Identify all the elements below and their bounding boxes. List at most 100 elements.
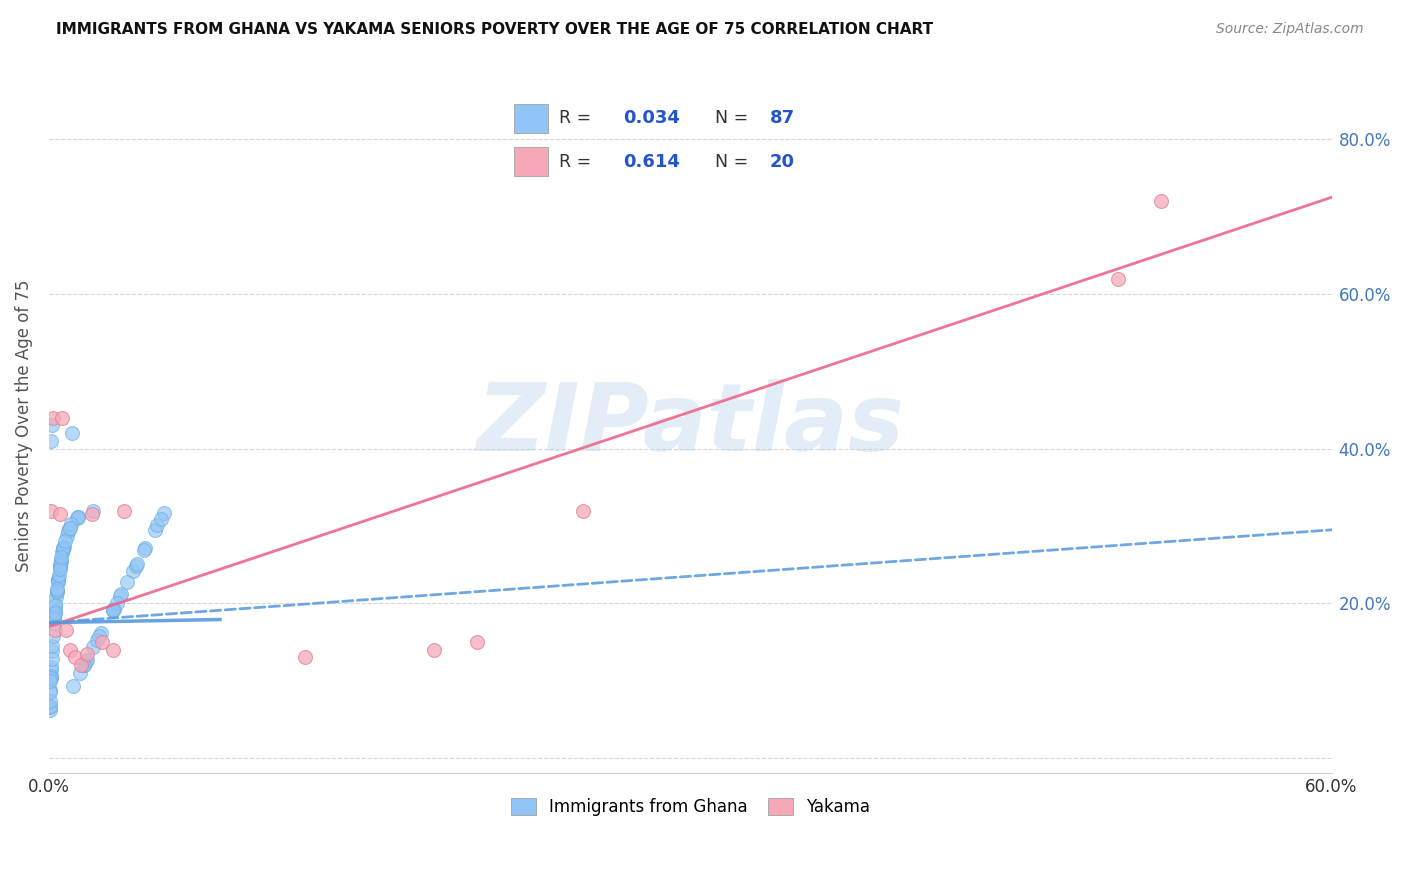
Point [70,658,93,673]
Text: IMMIGRANTS FROM GHANA VS YAKAMA SENIORS POVERTY OVER THE AGE OF 75 CORRELATION C: IMMIGRANTS FROM GHANA VS YAKAMA SENIORS … [56,22,934,37]
Point [44,624,66,638]
Point [101,603,124,617]
Point [58,524,80,538]
Point [66,510,89,524]
Point [49,554,72,568]
Point [82,503,104,517]
Point [39,671,62,685]
Point [39,669,62,683]
Point [103,601,125,615]
Point [58,522,80,536]
Point [48,508,70,522]
Point [76,653,98,667]
Point [39,660,62,674]
Point [52,541,75,556]
Point [122,564,145,578]
Point [39,703,62,717]
Point [49,558,72,573]
Point [66,509,89,524]
Point [46,573,69,587]
Point [46,582,69,596]
Point [39,670,62,684]
Point [1149,194,1171,209]
Point [73,658,96,673]
Text: Source: ZipAtlas.com: Source: ZipAtlas.com [1216,22,1364,37]
Point [39,664,62,678]
Point [152,506,174,520]
Point [42,629,65,643]
Point [101,603,124,617]
Point [49,558,72,572]
Point [49,560,72,574]
Point [76,647,98,661]
Point [294,650,316,665]
Point [53,533,76,548]
Point [39,699,62,714]
Point [39,694,62,708]
Point [66,510,89,524]
Point [62,679,84,693]
Point [51,410,73,425]
Point [422,642,444,657]
Point [41,418,63,433]
Point [75,654,97,668]
Point [41,639,63,653]
Point [87,630,110,644]
Point [80,508,103,522]
Point [117,575,139,590]
Point [39,434,62,448]
Point [59,642,82,657]
Point [86,632,108,647]
Point [125,558,148,573]
Point [49,558,72,572]
Point [112,503,135,517]
Point [46,573,69,587]
Point [39,683,62,698]
Point [52,541,75,556]
Point [60,425,83,440]
Point [39,503,62,517]
Point [105,596,128,610]
Point [44,606,66,620]
Point [63,650,86,665]
Point [59,521,82,535]
Point [45,584,67,599]
Point [51,545,73,559]
Point [110,589,132,603]
Y-axis label: Seniors Poverty Over the Age of 75: Seniors Poverty Over the Age of 75 [15,279,32,572]
Point [1107,271,1129,285]
Point [125,558,148,572]
Point [101,642,124,657]
Point [44,610,66,624]
Point [44,612,66,626]
Point [44,604,66,618]
Point [110,587,132,601]
Point [46,573,69,587]
Point [146,517,169,532]
Point [101,603,124,617]
Point [39,674,62,689]
Point [41,644,63,658]
Point [55,529,77,543]
Point [45,591,67,605]
Point [48,568,70,582]
Point [69,666,91,681]
Point [44,598,66,612]
Point [149,512,172,526]
Point [42,615,65,630]
Legend: Immigrants from Ghana, Yakama: Immigrants from Ghana, Yakama [502,789,879,824]
Point [39,685,62,699]
Point [52,540,75,554]
Point [51,549,73,564]
Point [143,524,166,538]
Point [41,652,63,666]
Point [82,640,104,654]
Point [52,543,75,558]
Point [572,503,595,517]
Point [49,554,72,568]
Text: ZIPatlas: ZIPatlas [477,379,904,472]
Point [39,699,62,714]
Point [134,542,156,557]
Point [60,517,83,532]
Point [48,561,70,575]
